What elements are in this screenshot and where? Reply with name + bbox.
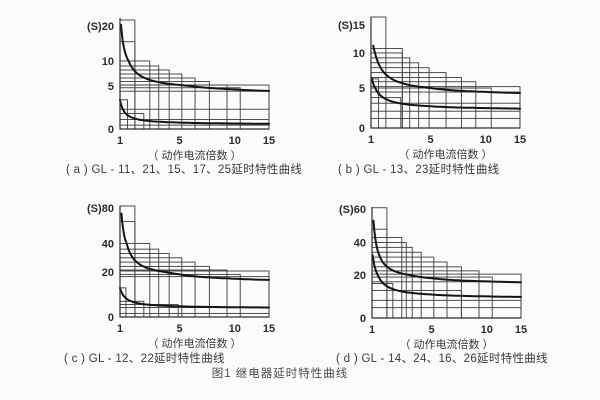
caption-panel-c: ( c ) GL - 12、22延时特性曲线 — [64, 353, 225, 365]
y-tick-label: 0 — [359, 123, 365, 135]
x-tick-label: 10 — [229, 135, 241, 147]
lower-limit-curve — [119, 98, 270, 125]
y-tick-label: 15 — [353, 20, 365, 32]
tolerance-band-rect — [371, 299, 522, 319]
axes — [370, 17, 520, 129]
caption-panel-a: ( a ) GL - 11、21、15、17、25延时特性曲线 — [66, 164, 303, 176]
tolerance-band-rect — [119, 276, 270, 318]
y-tick-label: 40 — [354, 238, 366, 250]
x-axis-label: （ 动作电流倍数 ） — [147, 148, 241, 162]
tolerance-band-rect — [119, 113, 145, 130]
y-tick-label: 40 — [102, 238, 114, 250]
y-tick-label: 10 — [102, 56, 114, 68]
x-axis-label: （ 动作电流倍数 ） — [398, 147, 492, 161]
chart-panel-c: 0 20 40 80 (S) 1 5 10 15 （ 动作电流倍数 ） — [73, 199, 323, 357]
tolerance-band-rect — [370, 57, 411, 129]
x-tick-label: 1 — [117, 135, 123, 147]
axes — [119, 18, 269, 130]
tolerance-band-rect — [370, 117, 521, 129]
y-tick-label: 0 — [360, 313, 366, 325]
x-tick-label: 5 — [429, 324, 435, 336]
y-tick-label: 0 — [108, 312, 114, 324]
y-tick-label: 0 — [108, 124, 114, 136]
y-tick-label: 60 — [354, 204, 366, 216]
tolerance-band-rect — [119, 273, 241, 318]
lower-limit-curve — [371, 254, 522, 298]
tolerance-band-rect — [371, 256, 435, 319]
tolerance-band-rect — [370, 81, 477, 129]
chart-panel-b: 0 5 10 15 (S) 1 5 10 15 （ 动作电流倍数 ） — [324, 10, 574, 168]
lower-limit-curve — [370, 77, 521, 110]
x-tick-label: 1 — [369, 324, 375, 336]
y-tick-label: 5 — [108, 81, 114, 93]
tolerance-band-rect — [370, 77, 462, 129]
x-tick-label: 5 — [428, 134, 434, 146]
y-axis-unit-label: (S) — [87, 21, 102, 33]
tolerance-band-rect — [370, 110, 521, 129]
caption-panel-d: ( d ) GL - 14、24、16、26延时特性曲线 — [336, 353, 548, 365]
y-axis-unit-label: (S) — [339, 204, 354, 216]
caption-panel-b: ( b ) GL - 13、23延时特性曲线 — [338, 164, 500, 176]
x-tick-label: 5 — [177, 323, 183, 335]
chart-panel-a: 0 5 10 20 (S) 1 5 10 15 （ 动作电流倍数 ） — [73, 11, 323, 169]
x-tick-label: 10 — [481, 324, 493, 336]
tolerance-band-rect — [371, 261, 448, 319]
axes — [119, 206, 269, 318]
y-tick-label: 10 — [353, 48, 365, 60]
tolerance-band-rect — [119, 307, 270, 318]
x-axis-label: （ 动作电流倍数 ） — [399, 337, 493, 351]
x-axis-label: （ 动作电流倍数 ） — [147, 336, 241, 350]
upper-limit-curve — [120, 23, 270, 92]
x-tick-label: 1 — [117, 323, 123, 335]
chart-panel-d: 0 20 40 60 (S) 1 5 10 15 （ 动作电流倍数 ） — [325, 200, 575, 358]
x-tick-label: 15 — [515, 324, 527, 336]
y-tick-label: 20 — [102, 267, 114, 279]
upper-limit-curve — [372, 44, 521, 94]
x-tick-label: 15 — [514, 134, 526, 146]
y-tick-label: 20 — [354, 270, 366, 282]
x-tick-label: 15 — [263, 135, 275, 147]
x-tick-label: 5 — [177, 135, 183, 147]
upper-limit-curve — [120, 212, 270, 281]
axes — [371, 207, 521, 319]
y-tick-label: 20 — [102, 21, 114, 33]
lower-limit-curve — [119, 287, 270, 309]
upper-limit-curve — [372, 219, 522, 284]
x-tick-label: 15 — [263, 323, 275, 335]
y-tick-label: 5 — [359, 83, 365, 95]
tolerance-band-rect — [119, 270, 270, 318]
tolerance-band-rect — [371, 242, 407, 319]
x-tick-label: 10 — [229, 323, 241, 335]
y-tick-label: 80 — [102, 203, 114, 215]
figure-title: 图1 继电器延时特性曲线 — [211, 368, 349, 380]
x-tick-label: 1 — [368, 134, 374, 146]
tolerance-band-rect — [371, 307, 522, 319]
y-axis-unit-label: (S) — [338, 20, 353, 32]
tolerance-band-rect — [370, 72, 447, 129]
y-axis-unit-label: (S) — [87, 203, 102, 215]
x-tick-label: 10 — [480, 134, 492, 146]
